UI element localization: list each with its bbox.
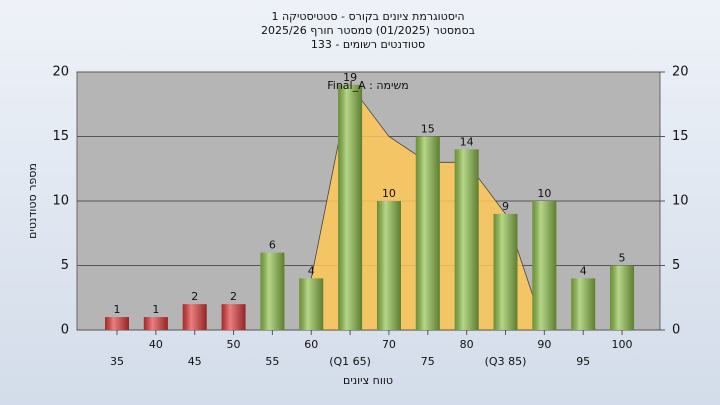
value-label: 2 [230,290,237,303]
bar-shading [299,278,324,330]
y-tick-label: 20 [52,65,69,80]
value-label: 19 [343,71,357,84]
bar-shading [415,136,440,330]
y2-tick-label: 0 [672,323,680,338]
bar-shading [105,317,129,330]
value-label: 5 [619,252,626,265]
x-tick-label: 45 [188,355,202,368]
bar-shading [338,84,363,331]
value-label: 1 [114,303,121,316]
value-label: 10 [382,187,396,200]
y2-tick-label: 10 [672,194,689,209]
x-tick-label: (Q1 65) [329,355,371,368]
y2-tick-label: 20 [672,65,689,80]
y2-tick-label: 15 [672,129,689,144]
bar-shading [260,252,285,330]
x-tick-label: 80 [460,338,474,351]
annotation: משימה : Final_A [327,79,408,92]
x-tick-label: 35 [110,355,124,368]
bar-shading [454,149,479,330]
x-tick-label: 95 [576,355,590,368]
value-label: 15 [421,123,435,136]
value-label: 6 [269,239,276,252]
x-tick-label: 55 [265,355,279,368]
bar-shading [610,265,635,330]
bar-shading [532,201,557,330]
value-label: 4 [308,264,315,277]
value-label: 4 [580,264,587,277]
value-label: 1 [152,303,159,316]
y2-tick-label: 5 [672,258,680,273]
bar-shading [143,317,168,330]
bar-shading [571,278,596,330]
x-tick-label: 90 [537,338,551,351]
x-tick-label: 40 [149,338,163,351]
bar-shading [221,304,246,330]
x-axis-label: טווח ציונים [343,374,393,387]
x-tick-label: 100 [612,338,633,351]
value-label: 2 [191,290,198,303]
x-tick-label: 50 [227,338,241,351]
bar-shading [182,304,207,330]
title-line: בסמסטר (01/2025) סמסטר חורף 2025/26 [261,24,475,37]
y-tick-label: 0 [61,323,69,338]
y-tick-label: 10 [52,194,69,209]
x-tick-label: 75 [421,355,435,368]
y-axis-label: מספר סטודנטים [26,163,39,239]
y-tick-label: 5 [61,258,69,273]
x-tick-label: (Q3 85) [485,355,527,368]
title-line: היסטוגרמת ציונים בקורס - סטטיסטיקה 1 [271,10,464,23]
x-tick-label: 60 [304,338,318,351]
value-label: 9 [502,200,509,213]
title-line: סטודנטים רשומים - 133 [311,38,425,51]
bar-shading [376,201,401,330]
value-label: 14 [460,135,474,148]
y-tick-label: 15 [52,129,69,144]
x-tick-label: 70 [382,338,396,351]
value-label: 10 [537,187,551,200]
bar-shading [493,213,518,330]
